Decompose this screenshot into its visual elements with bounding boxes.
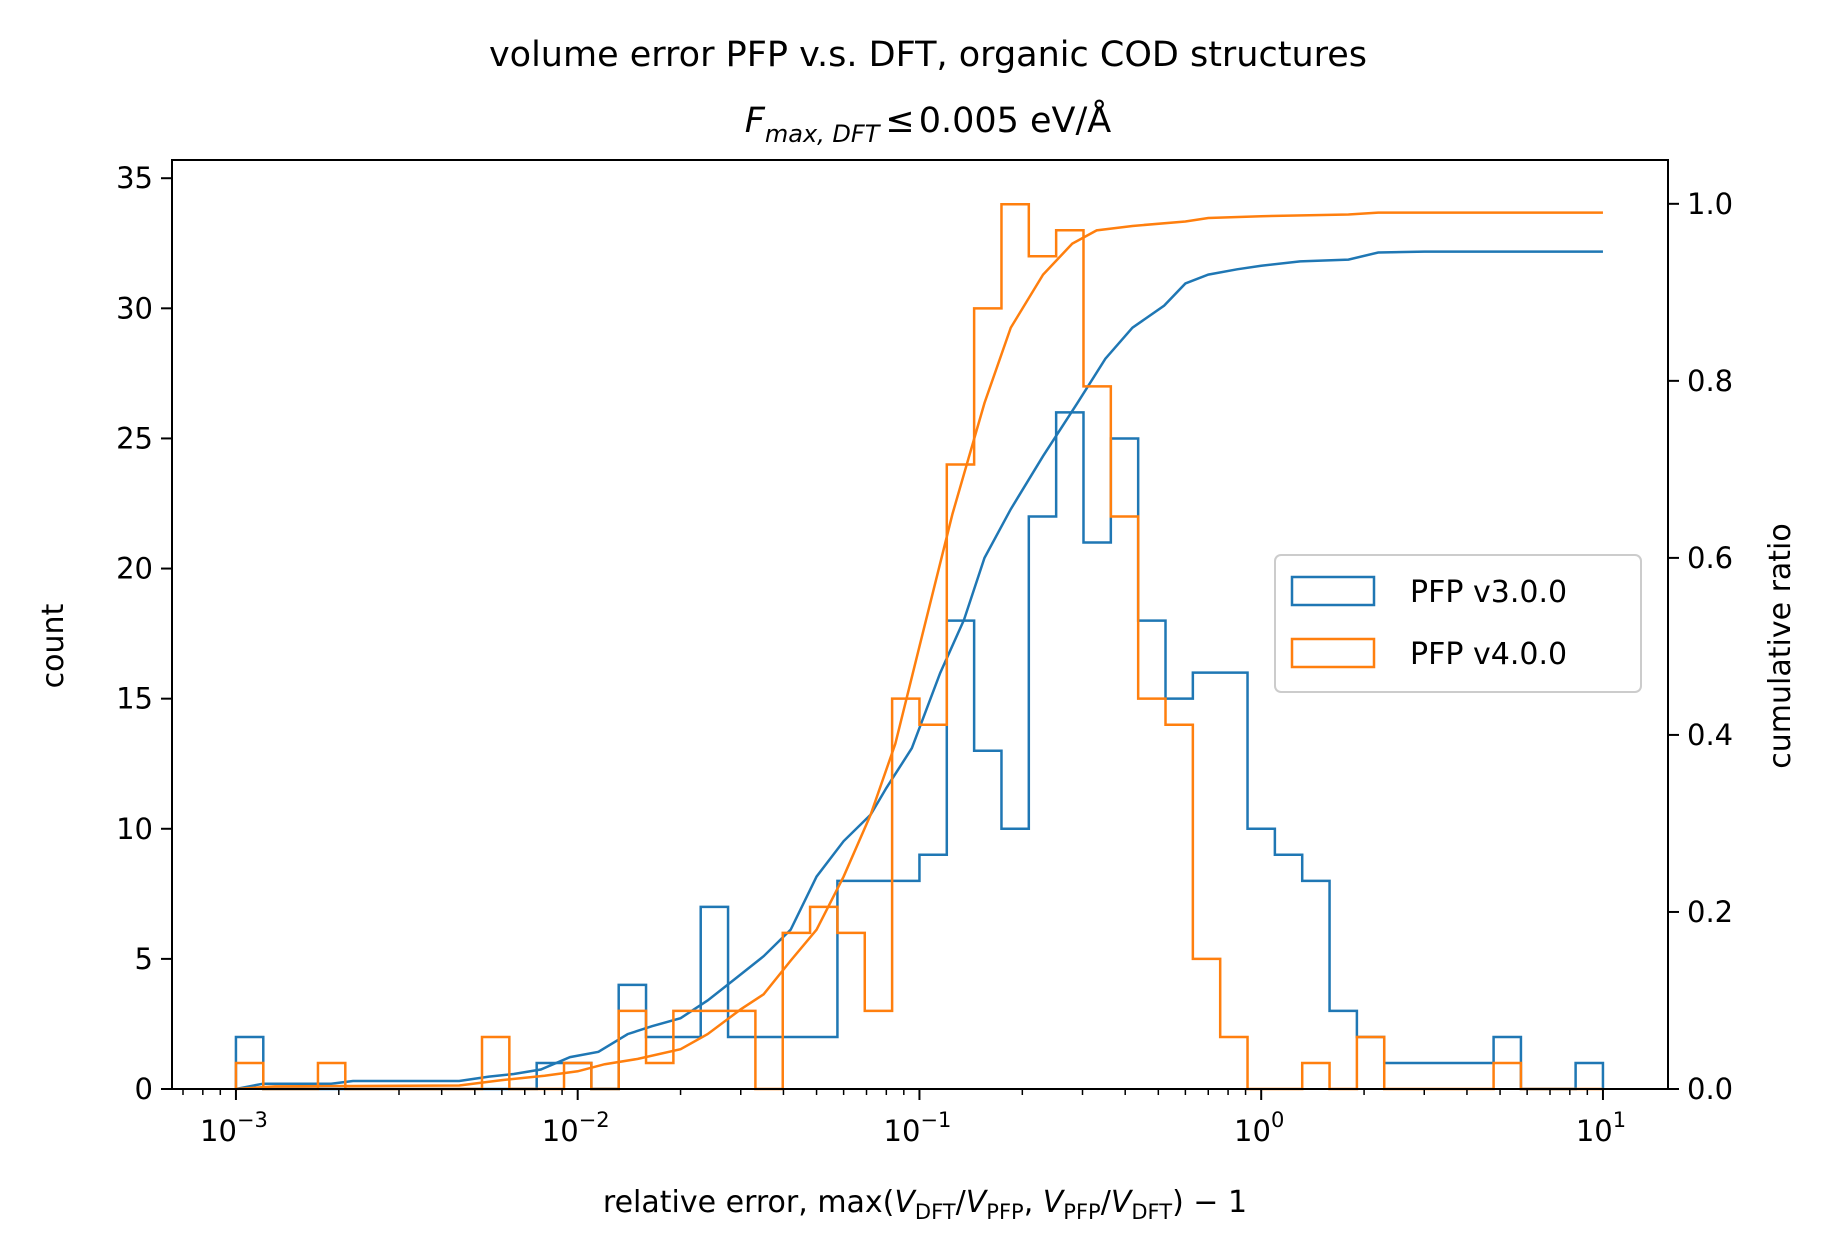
y2-tick-label: 0.6 (1687, 541, 1733, 575)
x-tick-label: 100 (1234, 1108, 1284, 1148)
x-tick-label: 10−3 (200, 1108, 268, 1148)
y-axis-label: count (36, 603, 71, 688)
y2-tick-label: 1.0 (1687, 187, 1733, 221)
y2-axis-label: cumulative ratio (1763, 523, 1798, 768)
y-tick-label: 10 (116, 812, 153, 846)
chart-subtitle: Fmax, DFT ≤0.005 eV/Å (745, 98, 1112, 148)
y-tick-label: 20 (116, 552, 153, 586)
y2-tick-label: 0.0 (1687, 1072, 1733, 1106)
y2-tick-label: 0.2 (1687, 895, 1733, 929)
x-axis-label: relative error, max(VDFT/VPFP, VPFP/VDFT… (603, 1185, 1247, 1224)
legend-box (1274, 554, 1642, 693)
legend-swatch-v4 (1290, 637, 1376, 669)
y-tick-label: 35 (116, 161, 153, 195)
histogram-series-0 (234, 411, 1605, 1091)
y-tick-label: 15 (116, 682, 153, 716)
y-tick-label: 0 (135, 1072, 153, 1106)
y-axis-right: 0.0 0.2 0.4 0.6 0.8 1.0 (1668, 187, 1733, 1106)
y-tick-label: 5 (135, 942, 153, 976)
y2-tick-label: 0.4 (1687, 718, 1733, 752)
x-tick-label: 10−2 (542, 1108, 610, 1148)
legend: PFP v3.0.0 PFP v4.0.0 (1274, 554, 1642, 693)
legend-label-v3: PFP v3.0.0 (1410, 575, 1567, 610)
y-axis-left: 0 5 10 15 20 25 30 35 (116, 161, 172, 1106)
x-tick-label: 10−1 (884, 1108, 952, 1148)
legend-label-v4: PFP v4.0.0 (1410, 637, 1567, 672)
y2-tick-label: 0.8 (1687, 364, 1733, 398)
y-tick-label: 25 (116, 421, 153, 455)
legend-swatch-v3 (1290, 575, 1376, 607)
chart-title: volume error PFP v.s. DFT, organic COD s… (489, 35, 1367, 75)
histogram-series-1 (234, 202, 1603, 1091)
cumulative-line-1 (235, 211, 1603, 1091)
x-tick-label: 101 (1576, 1108, 1626, 1148)
x-axis: 10−3 10−2 10−1 100 101 (182, 1089, 1626, 1148)
cumulative-line-0 (235, 250, 1603, 1091)
y-tick-label: 30 (116, 291, 153, 325)
